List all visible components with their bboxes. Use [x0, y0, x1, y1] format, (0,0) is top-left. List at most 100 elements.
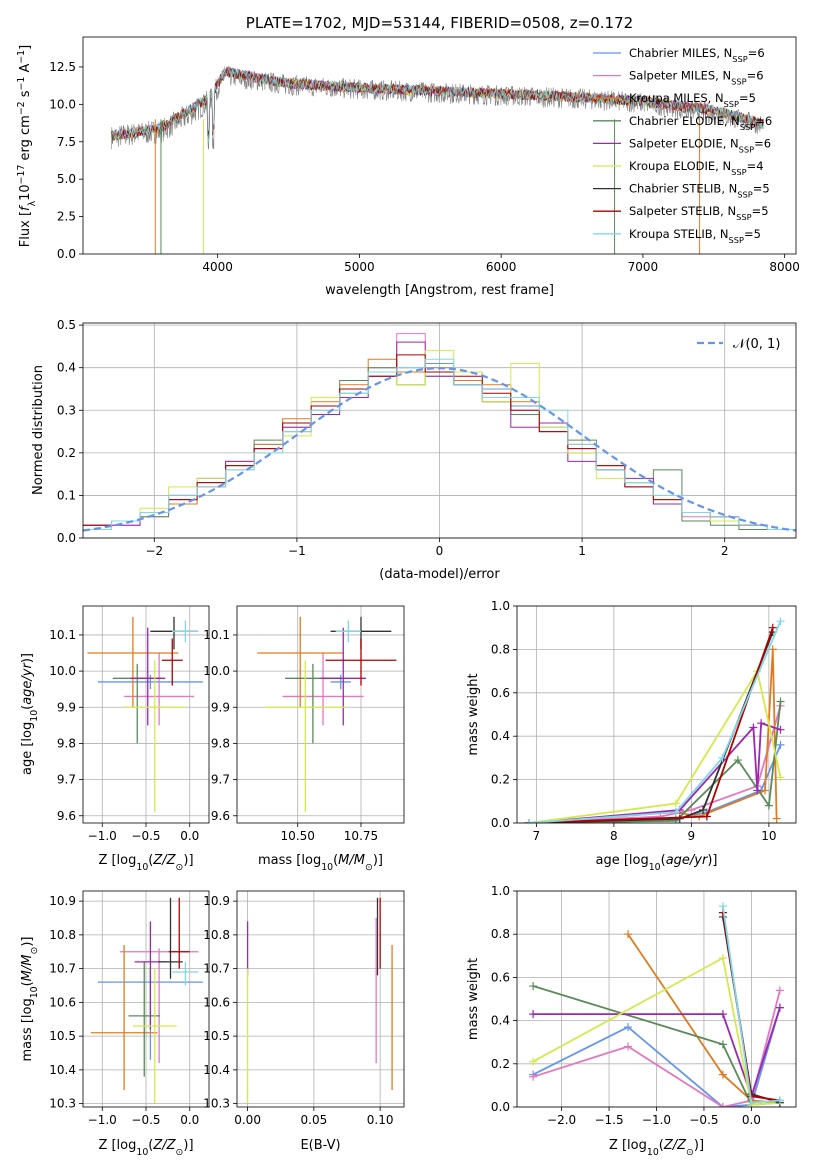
- chart-title: PLATE=1702, MJD=53144, FIBERID=0508, z=0…: [246, 14, 633, 32]
- y-tick-label: 9.9: [57, 700, 76, 714]
- mass_vs_Z-axes: −1.0 −0.5 0.0 10.3 10.4 10.5 10.6 10.7 10.8 10.9: [49, 891, 209, 1127]
- weight-point-marker: [699, 805, 707, 814]
- x-tick-label: 0.0: [180, 1113, 199, 1127]
- y-tick-label: 10.1: [49, 628, 76, 642]
- y-tick-label: 10.4: [203, 1063, 230, 1077]
- y-tick-label: 0.5: [57, 318, 76, 332]
- y-tick-label: 0.8: [491, 642, 510, 656]
- weight-point-marker: [776, 725, 785, 734]
- age_vs_Z-frame: [82, 605, 210, 824]
- legend-label: Salpeter ELODIE, NSSP=6: [629, 136, 771, 154]
- x-tick-label: 2: [721, 544, 729, 558]
- x-tick-label: 0: [436, 544, 444, 558]
- legend-label: Kroupa STELIB, NSSP=5: [629, 227, 761, 245]
- x-tick-label: 5000: [344, 260, 375, 274]
- weight-point-marker: [747, 1098, 756, 1107]
- spectrum-frame: [82, 36, 797, 255]
- y-tick-label: 10.0: [49, 664, 76, 678]
- x-tick-label: 9: [688, 829, 696, 843]
- histogram-step-line: [83, 354, 796, 530]
- weight-series-line: [528, 701, 782, 823]
- y-tick-label: 10.3: [203, 1097, 230, 1111]
- legend-label: Kroupa ELODIE, NSSP=4: [629, 159, 764, 177]
- y-tick-label: 1.0: [491, 884, 510, 898]
- y-tick-label: 0.1: [57, 488, 76, 502]
- y-tick-label: 0.0: [491, 1100, 510, 1114]
- x-axis-label: mass [log10(M/M⊙)]: [258, 853, 383, 873]
- x-tick-label: 7: [533, 829, 541, 843]
- mass_vs_EBV-errorbars: [246, 897, 393, 1104]
- y-tick-label: 1.0: [491, 599, 510, 613]
- weight-series-line: [533, 1007, 781, 1100]
- x-tick-label: 4000: [202, 260, 233, 274]
- weight-series-line: [532, 1007, 781, 1107]
- legend-label: Kroupa MILES, NSSP=5: [629, 91, 756, 109]
- x-tick-label: 8: [610, 829, 618, 843]
- weight-point-marker: [775, 1003, 784, 1012]
- y-tick-label: 10.9: [49, 894, 76, 908]
- gaussian-curve: [83, 367, 796, 532]
- x-tick-label: −1.0: [642, 1113, 671, 1127]
- residual-histograms: [83, 333, 796, 532]
- x-axis-label: wavelength [Angstrom, rest frame]: [325, 283, 554, 298]
- weight-point-marker: [675, 814, 684, 823]
- legend-label: Salpeter MILES, NSSP=6: [629, 69, 764, 87]
- y-tick-label: 10.6: [49, 995, 76, 1009]
- spectrum-lines: [111, 65, 764, 254]
- weight-point-marker: [775, 986, 784, 995]
- weight-series-line: [528, 721, 781, 823]
- x-tick-label: −1: [288, 544, 306, 558]
- y-tick-label: 10.5: [49, 1029, 76, 1043]
- weight-point-marker: [753, 786, 762, 795]
- x-tick-label: −1.5: [594, 1113, 623, 1127]
- y-tick-label: 0.3: [57, 403, 76, 417]
- weight-point-marker: [718, 902, 727, 911]
- x-tick-label: 0.10: [367, 1113, 394, 1127]
- y-tick-label: 9.7: [57, 773, 76, 787]
- weight-point-marker: [776, 740, 785, 749]
- y-tick-label: 0.4: [491, 729, 510, 743]
- weight-point-marker: [671, 808, 680, 817]
- weight-point-marker: [624, 1042, 633, 1051]
- weight-point-marker: [757, 719, 766, 728]
- y-tick-label: 10.1: [203, 628, 230, 642]
- weight-point-marker: [529, 1057, 538, 1066]
- x-tick-label: −1.0: [88, 829, 117, 843]
- x-axis-label: age [log10(age/yr)]: [595, 853, 717, 873]
- weight-point-marker: [718, 1010, 727, 1019]
- y-tick-label: 0.2: [491, 1057, 510, 1071]
- y-tick-label: 9.7: [211, 773, 230, 787]
- x-tick-label: 0.05: [301, 1113, 328, 1127]
- x-axis-label: Z [log10(Z/Z⊙)]: [609, 1138, 704, 1158]
- x-tick-label: 8000: [769, 260, 800, 274]
- weight-point-marker: [776, 617, 785, 626]
- weight-point-marker: [671, 799, 680, 808]
- weight-point-marker: [768, 645, 777, 654]
- residuals-frame: [82, 322, 797, 539]
- y-tick-label: 0.2: [57, 446, 76, 460]
- weight-point-marker: [764, 801, 773, 810]
- y-tick-label: 12.5: [49, 60, 76, 74]
- weight-point-marker: [775, 1096, 784, 1105]
- y-tick-label: 9.6: [211, 809, 230, 823]
- x-tick-label: 7000: [628, 260, 659, 274]
- y-tick-label: 5.0: [57, 172, 76, 186]
- age_vs_mass-axes: 10.50 10.75 9.6 9.7 9.8 9.9 10.0 10.1: [203, 606, 404, 843]
- y-tick-label: 10.5: [203, 1029, 230, 1043]
- y-tick-label: 0.0: [57, 247, 76, 261]
- y-tick-label: 0.0: [57, 531, 76, 545]
- x-tick-label: −1.0: [88, 1113, 117, 1127]
- weight-point-marker: [776, 697, 785, 706]
- mass_weight_vs_age-frame: [516, 605, 797, 824]
- weight-point-marker: [718, 1040, 727, 1049]
- age_vs_Z-errorbars: [87, 616, 203, 813]
- mass_weight_vs_Z-lines: [529, 902, 784, 1107]
- mass_vs_Z-errorbars: [90, 897, 203, 1104]
- x-axis-label: E(B-V): [300, 1138, 340, 1153]
- legend-label: Chabrier MILES, NSSP=6: [629, 46, 765, 64]
- x-axis-label: (data-model)/error: [379, 567, 500, 582]
- age_vs_mass-frame: [236, 605, 405, 824]
- weight-point-marker: [524, 819, 533, 823]
- mass_weight_vs_Z-frame: [516, 890, 797, 1108]
